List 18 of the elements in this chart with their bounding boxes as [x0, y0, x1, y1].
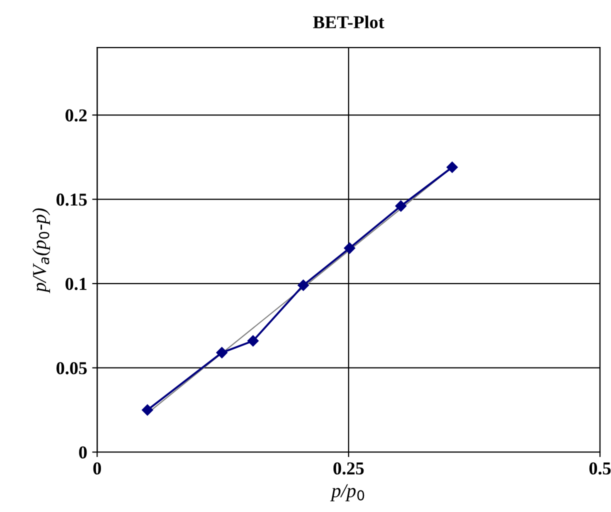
point — [446, 162, 458, 173]
y-tick-label: 0.15 — [56, 194, 87, 206]
x-tick-label: 0 — [93, 462, 101, 475]
point — [298, 280, 309, 291]
point — [395, 200, 406, 212]
chart-title: BET-Plot — [313, 16, 384, 28]
y-tick-label: 0.2 — [66, 109, 87, 122]
x-tick-label: 0.5 — [589, 462, 611, 475]
y-tick-label: 0 — [79, 446, 87, 459]
point — [344, 242, 356, 254]
y-tick-label: 0.1 — [66, 278, 86, 290]
x-tick-label: 0.25 — [333, 462, 364, 475]
y-axis-title: p/V$_{a}$(p$_{0}$-p) — [32, 208, 50, 294]
point — [247, 335, 259, 346]
x-axis-title: p/p$_{0}$ — [330, 484, 364, 502]
y-tick-label: 0.05 — [56, 362, 87, 374]
point — [142, 404, 154, 416]
point — [216, 347, 228, 358]
